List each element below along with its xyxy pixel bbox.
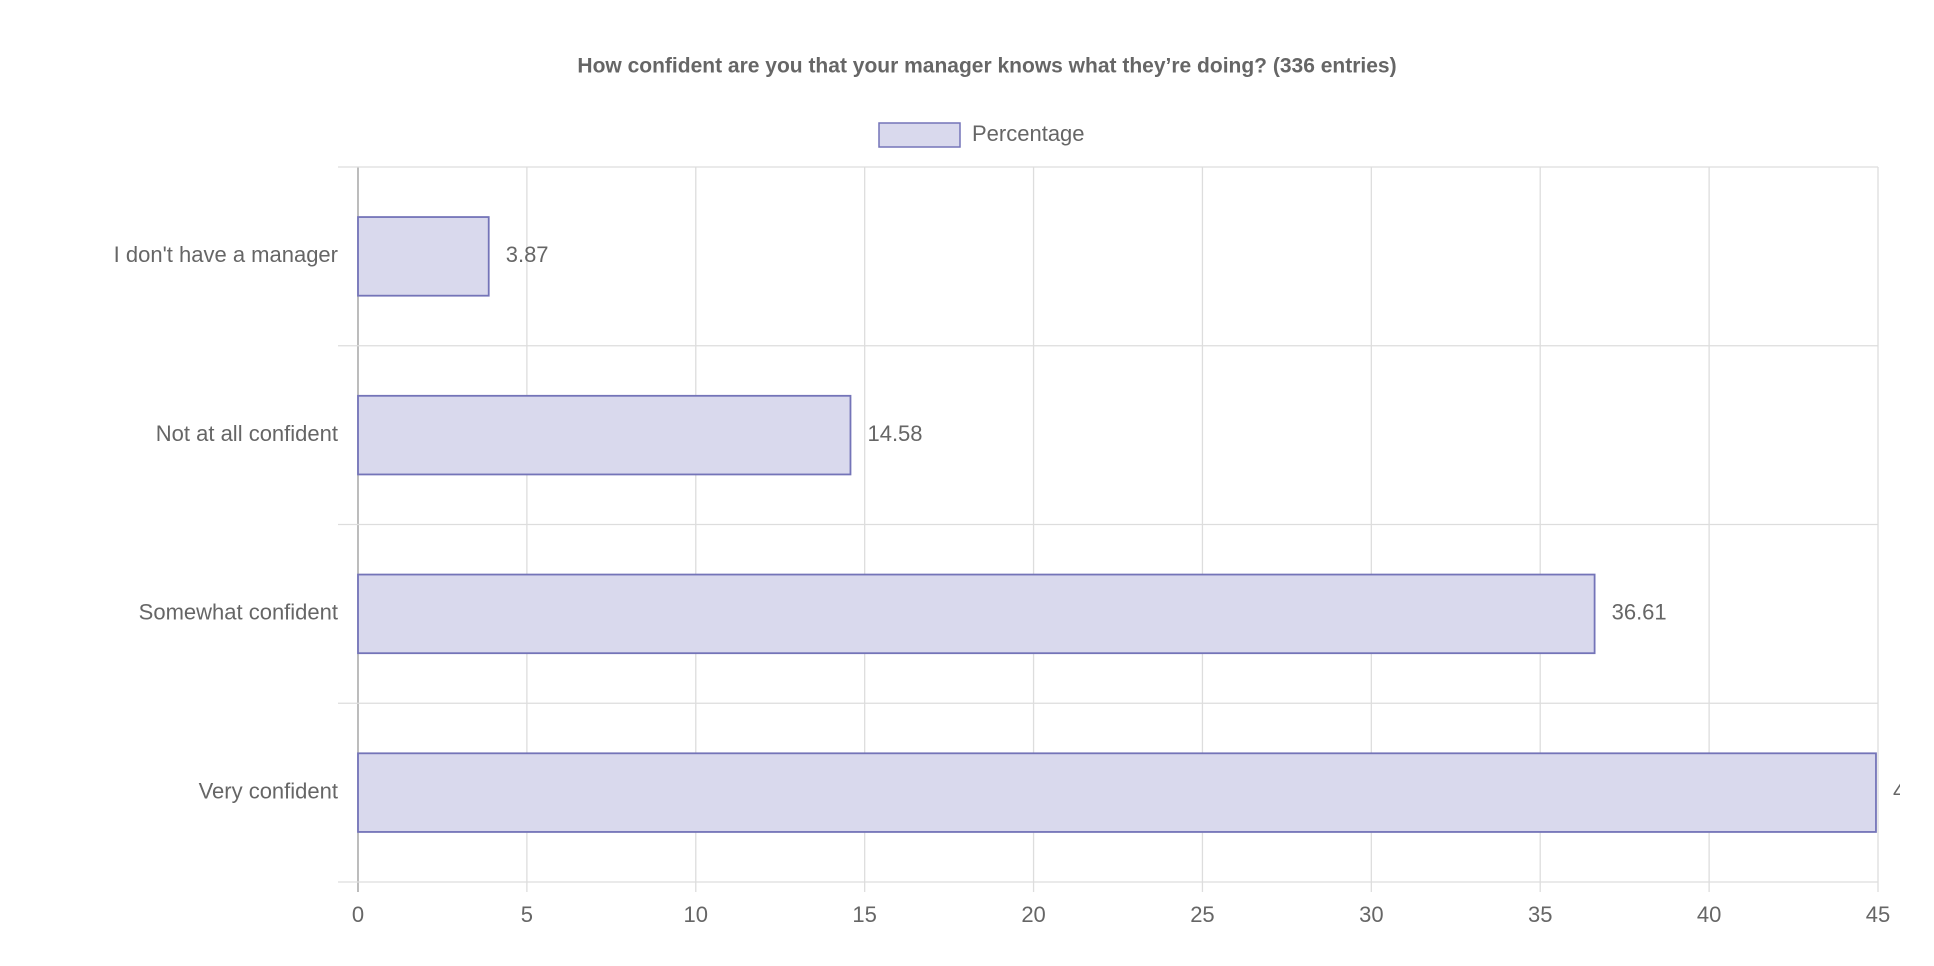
legend-label: Percentage	[972, 121, 1085, 146]
x-tick-label: 10	[684, 902, 708, 927]
legend-swatch	[878, 122, 961, 148]
x-tick-label: 5	[521, 902, 533, 927]
data-label: 44.94	[1893, 778, 1934, 803]
y-tick-label: Somewhat confident	[139, 600, 338, 625]
x-tick-label: 25	[1190, 902, 1214, 927]
data-label: 14.58	[867, 421, 922, 446]
x-tick-label: 20	[1021, 902, 1045, 927]
bar	[357, 752, 1877, 833]
x-tick-label: 40	[1697, 902, 1721, 927]
x-tick-label: 15	[852, 902, 876, 927]
bar	[357, 394, 852, 476]
y-tick-label: I don't have a manager	[114, 242, 338, 267]
bar	[357, 573, 1596, 655]
y-tick-label: Very confident	[199, 778, 338, 803]
x-tick-label: 35	[1528, 902, 1552, 927]
x-tick-label: 30	[1359, 902, 1383, 927]
bar	[357, 216, 490, 297]
data-label: 36.61	[1612, 600, 1667, 625]
plot: Percentage 0 5 10 15 20 25 30 35 40 45 I don't have…	[114, 121, 1934, 927]
y-tick-label: Not at all confident	[156, 421, 338, 446]
chart-title: How confident are you that your manager …	[577, 55, 1396, 78]
data-label: 3.87	[506, 242, 549, 267]
x-tick-label: 0	[352, 902, 364, 927]
x-tick-label: 45	[1866, 902, 1890, 927]
